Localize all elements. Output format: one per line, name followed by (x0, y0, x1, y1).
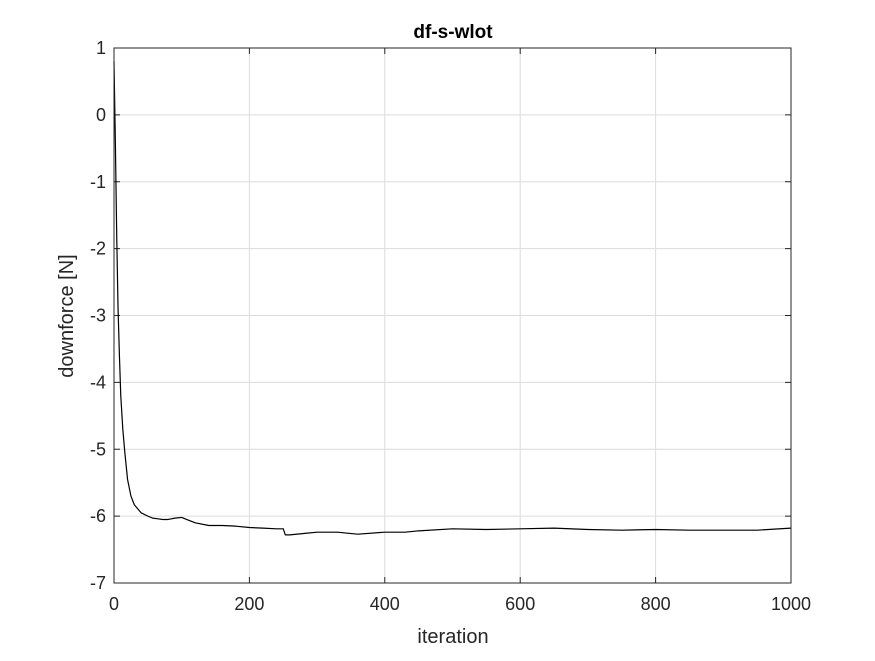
x-tick-label: 0 (109, 594, 119, 614)
y-axis-label: downforce [N] (56, 254, 78, 377)
y-tick-label: -4 (90, 372, 106, 392)
x-tick-label: 800 (641, 594, 671, 614)
x-tick-label: 400 (370, 594, 400, 614)
plot-area-border (113, 47, 792, 584)
series-layer (113, 61, 792, 536)
y-tick-label: -6 (90, 506, 106, 526)
y-tick-label: -5 (90, 439, 106, 459)
y-tick-label: -7 (90, 573, 106, 593)
x-tick-label: 200 (234, 594, 264, 614)
x-tick-label: 600 (505, 594, 535, 614)
axis-ticks: 0 200 400 600 800 1000 1 0 -1 -2 -3 -4 -5 -6 -7 (90, 38, 811, 614)
y-tick-label: -2 (90, 239, 106, 259)
grid-lines (113, 47, 792, 584)
y-tick-label: -1 (90, 172, 106, 192)
series-line (113, 61, 792, 536)
y-tick-label: 0 (96, 105, 106, 125)
chart-title: df-s-wlot (413, 22, 493, 43)
y-tick-label: -3 (90, 306, 106, 326)
x-tick-label: 1000 (771, 594, 811, 614)
y-tick-label: 1 (96, 38, 106, 58)
x-axis-label: iteration (417, 626, 488, 648)
